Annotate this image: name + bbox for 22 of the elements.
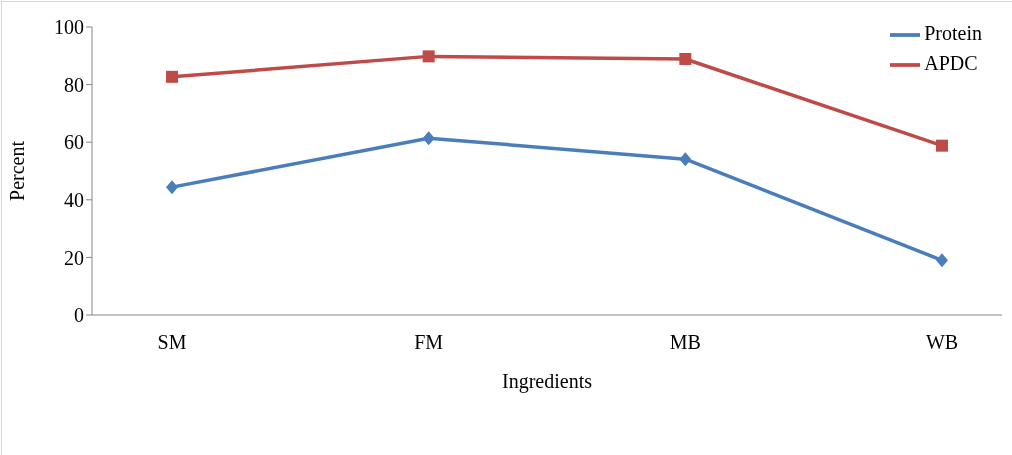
y-tick-label: 20 [64,246,84,269]
legend-label: Protein [924,21,982,44]
point [936,139,948,152]
point [422,131,435,146]
x-tick-label: MB [669,331,701,354]
y-tick-label: 0 [74,304,84,327]
point [422,50,435,63]
x-axis-title: Ingredients [502,370,593,393]
y-tick-label: 100 [54,16,84,39]
legend-label: APDC [924,51,978,74]
y-tick-label: 40 [64,188,84,211]
y-axis-title: Percent [6,140,29,201]
y-tick-label: 80 [64,73,84,96]
x-tick-label: WB [925,331,959,354]
point [166,180,178,195]
point [936,253,948,268]
y-tick-label: 60 [64,131,84,154]
point [679,52,692,65]
x-tick-label: SM [157,331,187,354]
point [679,152,692,167]
x-tick-label: FM [414,331,444,354]
point [166,70,178,83]
